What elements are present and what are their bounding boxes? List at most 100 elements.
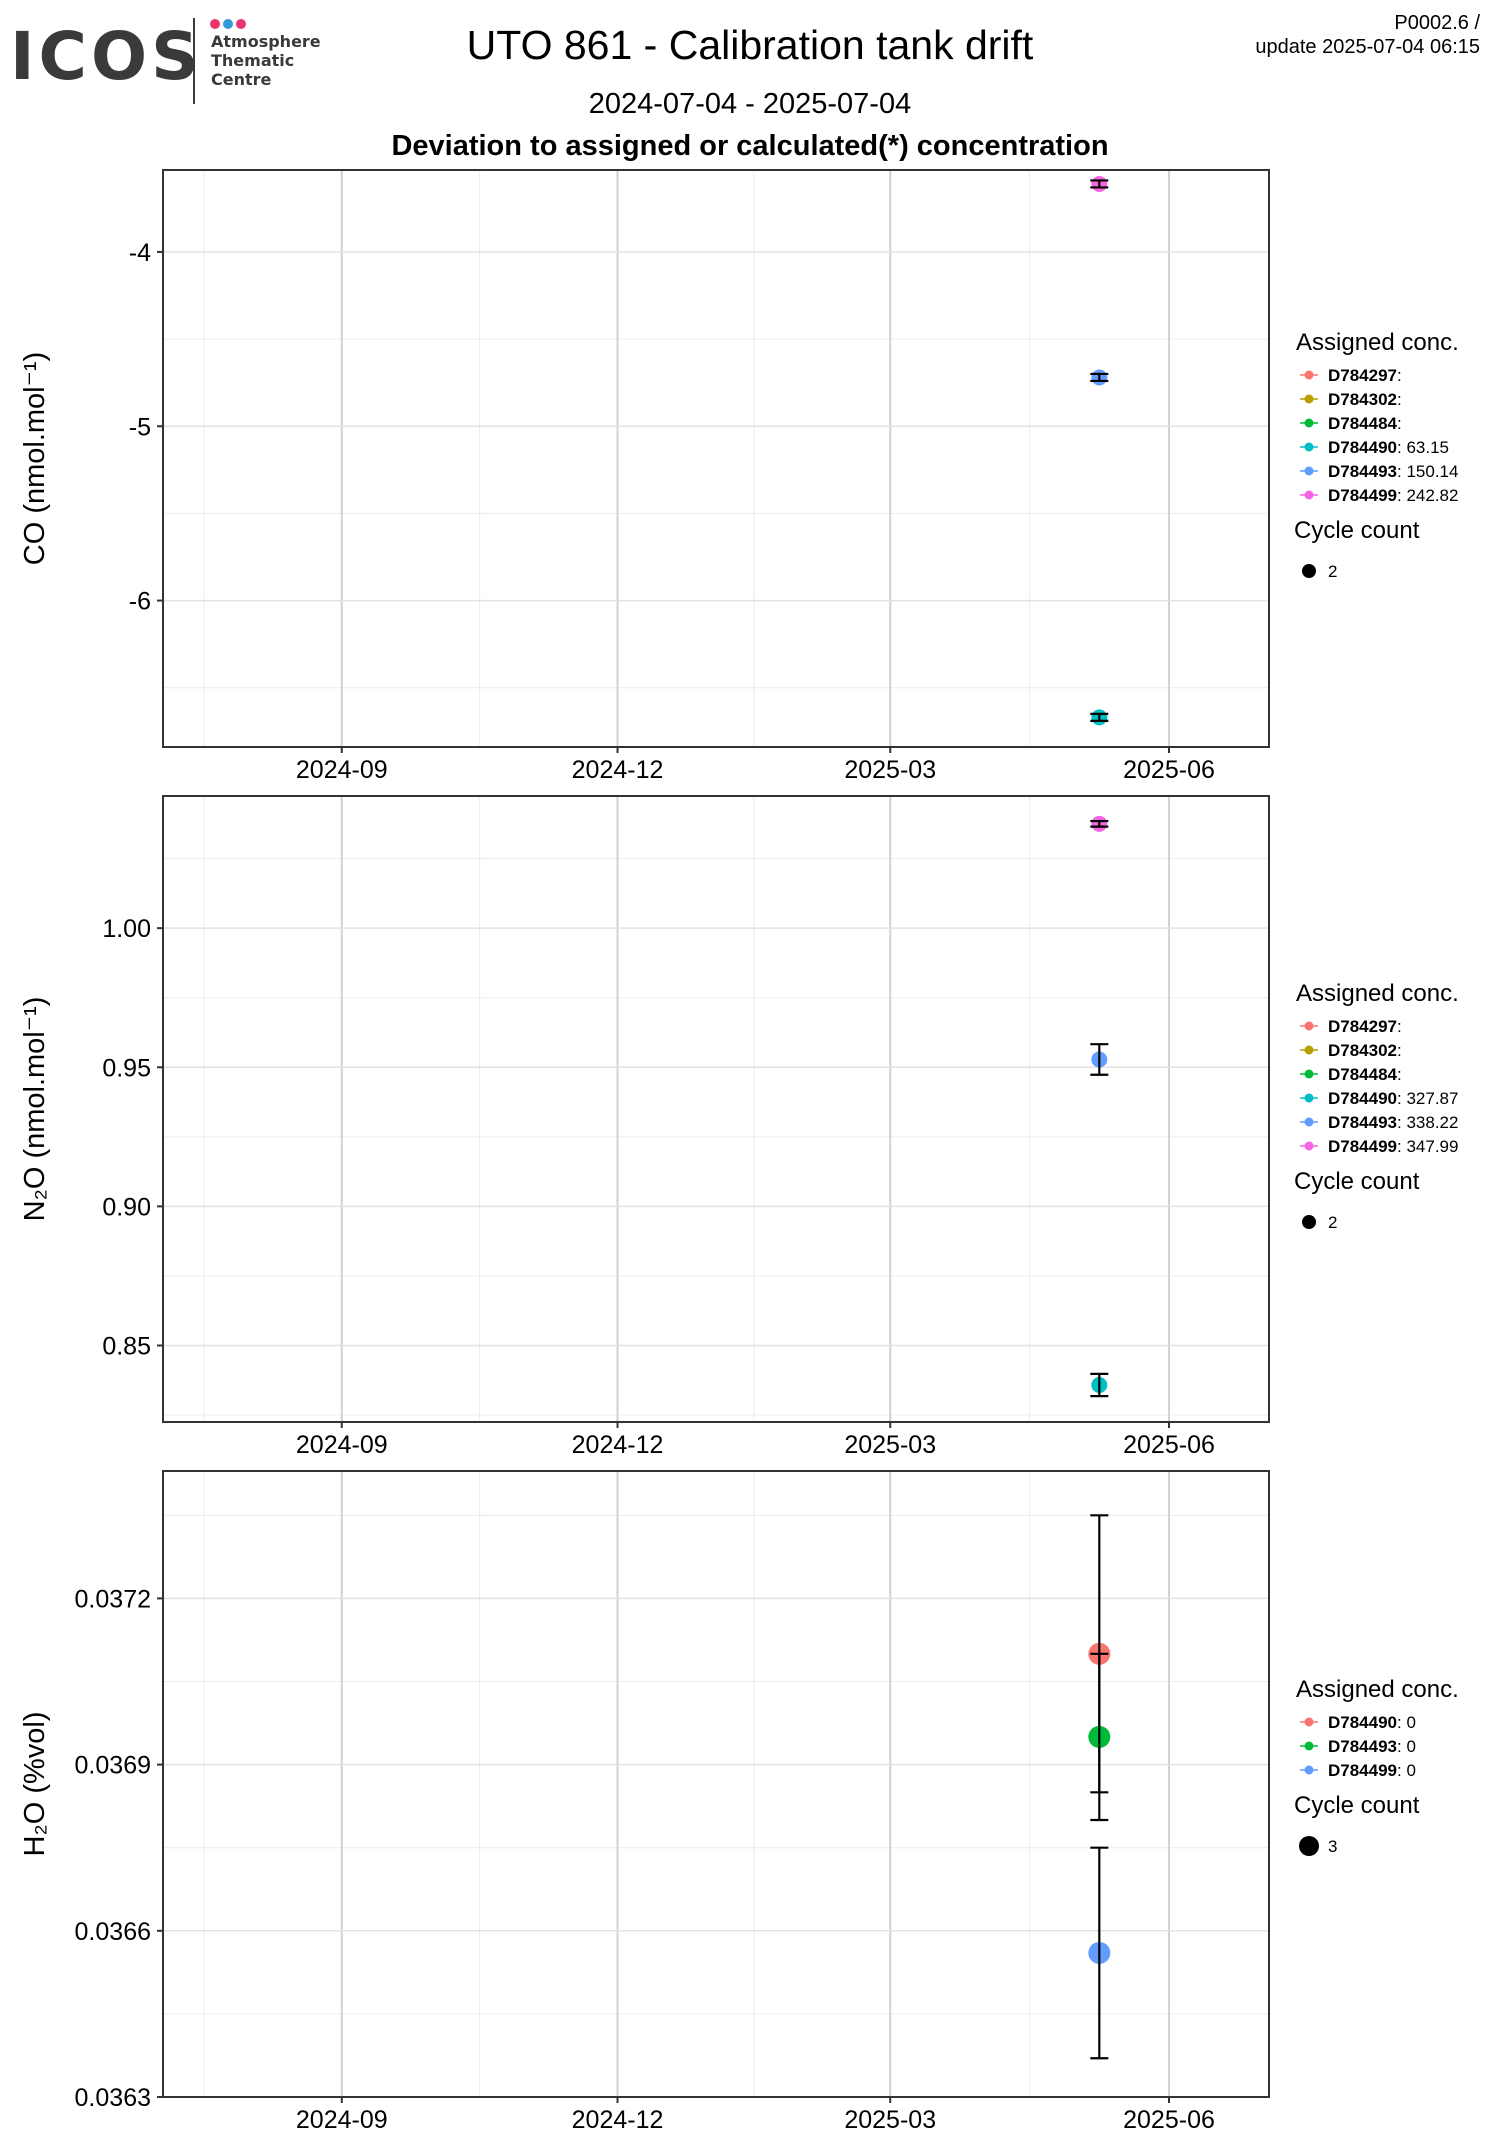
y-tick-label: 0.0363 (75, 2084, 151, 2112)
legend-label: D784484: (1328, 414, 1402, 433)
logo-dots-icon (210, 16, 249, 34)
data-point-D784499 (1090, 815, 1109, 832)
data-point-D784499 (1088, 1846, 1111, 2060)
legend-key-dot (1304, 1765, 1314, 1775)
legend-entry: D784499: 242.82 (1300, 486, 1458, 505)
y-axis-title: CO (nmol.mol⁻¹) (19, 352, 51, 565)
legend-entry: D784302: (1300, 1041, 1402, 1060)
y-tick-label: 1.00 (102, 915, 151, 943)
legend-label: D784297: (1328, 366, 1402, 385)
y-axis-title: N₂O (nmol.mol⁻¹) (19, 997, 51, 1222)
legend-entry: D784484: (1300, 1065, 1402, 1084)
report-header: ICOS Atmosphere Thematic Centre UTO 861 … (0, 0, 1500, 165)
plot-border (162, 1470, 1270, 2098)
data-point-D784493 (1088, 1652, 1111, 1822)
legend-key-dot (1304, 1141, 1314, 1151)
legend: Assigned conc. D784297: D784302: D784484:… (1294, 980, 1459, 1232)
logo-divider (193, 18, 195, 104)
legend-entry: D784297: (1300, 366, 1402, 385)
logo-dot (210, 19, 220, 29)
legend-entry: D784484: (1300, 414, 1402, 433)
y-tick-label: 0.95 (102, 1054, 151, 1082)
x-tick-label: 2025-06 (1123, 1431, 1215, 1459)
legend-label: D784493: 150.14 (1328, 462, 1458, 481)
legend-size-dot (1299, 1836, 1319, 1856)
legend-key-dot (1304, 1717, 1314, 1727)
logo-line: Atmosphere (211, 32, 321, 51)
legend-entry: D784490: 327.87 (1300, 1089, 1458, 1108)
legend: Assigned conc. D784297: D784302: D784484:… (1294, 329, 1459, 581)
y-tick-label: 0.0369 (75, 1752, 151, 1780)
legend-entry: D784302: (1300, 390, 1402, 409)
x-tick-label: 2024-09 (296, 756, 388, 784)
x-tick-label: 2024-09 (296, 1431, 388, 1459)
legend-key-dot (1304, 1117, 1314, 1127)
legend-label: D784499: 0 (1328, 1761, 1416, 1780)
x-tick-label: 2025-03 (844, 2106, 936, 2134)
logo-dot (236, 19, 246, 29)
y-tick-label: 0.0372 (75, 1585, 151, 1613)
legend-label: D784499: 242.82 (1328, 486, 1458, 505)
legend-key-dot (1304, 1093, 1314, 1103)
legend-size-title: Cycle count (1294, 1792, 1420, 1819)
x-tick-label: 2024-12 (572, 756, 664, 784)
legend-entry: D784493: 0 (1300, 1737, 1416, 1756)
legend-label: D784302: (1328, 390, 1402, 409)
logo-wordmark: ICOS (10, 18, 203, 95)
legend-entry: D784493: 338.22 (1300, 1113, 1458, 1132)
legend-size-label: 3 (1328, 1837, 1337, 1856)
plot-border (162, 169, 1270, 748)
y-tick-label: -4 (129, 239, 151, 267)
legend-key-dot (1304, 490, 1314, 500)
legend-size-label: 2 (1328, 562, 1337, 581)
legend-entry: D784490: 0 (1300, 1713, 1416, 1732)
legend-label: D784490: 63.15 (1328, 438, 1449, 457)
legend-label: D784499: 347.99 (1328, 1137, 1458, 1156)
legend-key-dot (1304, 1069, 1314, 1079)
legend-key-dot (1304, 1741, 1314, 1751)
legend-label: D784297: (1328, 1017, 1402, 1036)
y-tick-label: 0.90 (102, 1193, 151, 1221)
legend-key-dot (1304, 466, 1314, 476)
legend-size-title: Cycle count (1294, 517, 1420, 544)
legend-entry: D784499: 0 (1300, 1761, 1416, 1780)
x-tick-label: 2025-03 (844, 756, 936, 784)
x-tick-label: 2025-03 (844, 1431, 936, 1459)
legend-key-dot (1304, 442, 1314, 452)
legend-entry: D784490: 63.15 (1300, 438, 1449, 457)
chart-subtitle: Deviation to assigned or calculated(*) c… (391, 130, 1109, 162)
legend-size-dot (1302, 564, 1316, 578)
date-range: 2024-07-04 - 2025-07-04 (588, 88, 912, 120)
icos-logo: ICOS Atmosphere Thematic Centre (10, 14, 340, 104)
x-tick-label: 2024-12 (572, 2106, 664, 2134)
y-tick-label: 0.85 (102, 1332, 151, 1360)
legend-size-label: 2 (1328, 1213, 1337, 1232)
data-point-D784493 (1090, 369, 1109, 386)
legend-label: D784490: 0 (1328, 1713, 1416, 1732)
legend-size-title: Cycle count (1294, 1168, 1420, 1195)
legend-entry: D784493: 150.14 (1300, 462, 1458, 481)
update-timestamp: update 2025-07-04 06:15 (1255, 36, 1480, 58)
legend-key-dot (1304, 1045, 1314, 1055)
plot-border (162, 795, 1270, 1423)
x-tick-label: 2024-12 (572, 1431, 664, 1459)
x-tick-label: 2025-06 (1123, 756, 1215, 784)
legend-label: D784490: 327.87 (1328, 1089, 1458, 1108)
legend-label: D784484: (1328, 1065, 1402, 1084)
x-tick-label: 2024-09 (296, 2106, 388, 2134)
logo-line: Thematic (211, 51, 295, 70)
page-title: UTO 861 - Calibration tank drift (466, 22, 1034, 68)
legend-key-dot (1304, 370, 1314, 380)
legend-key-dot (1304, 394, 1314, 404)
x-tick-label: 2025-06 (1123, 2106, 1215, 2134)
legend-key-dot (1304, 418, 1314, 428)
chart-panel-2: 2024-09 2024-12 2025-03 2025-06 0.85 0.90 0.95… (19, 795, 1459, 1459)
legend-title: Assigned conc. (1296, 1676, 1459, 1703)
legend-size-dot (1302, 1215, 1316, 1229)
logo-dot (223, 19, 233, 29)
y-tick-label: -5 (129, 413, 151, 441)
y-tick-label: -6 (129, 588, 151, 616)
legend: Assigned conc. D784490: 0 D784493: 0 D78449… (1294, 1676, 1459, 1856)
y-axis-title: H₂O (%vol) (19, 1712, 51, 1857)
